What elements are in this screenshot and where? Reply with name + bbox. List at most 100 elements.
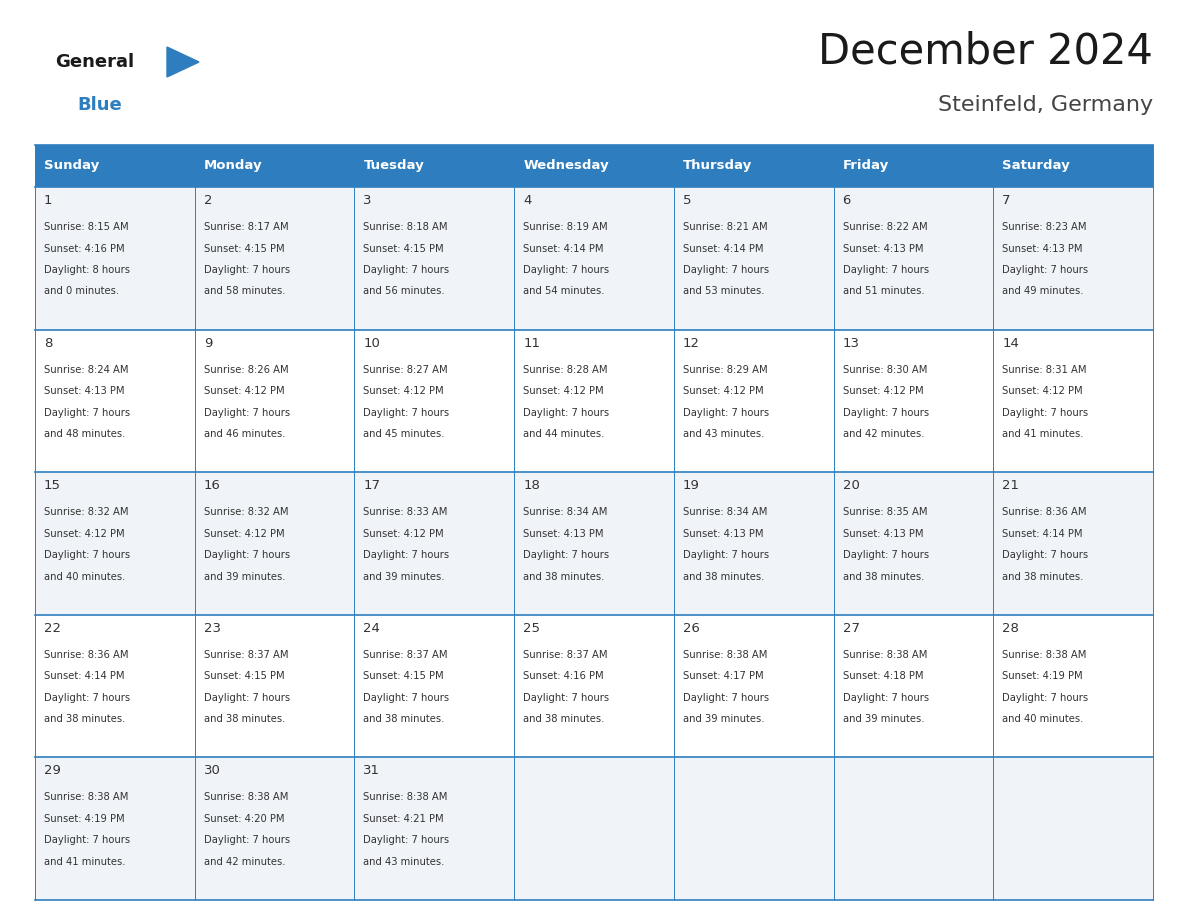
Bar bbox=[674, 187, 834, 330]
Text: Sunset: 4:12 PM: Sunset: 4:12 PM bbox=[364, 529, 444, 539]
Text: Sunset: 4:17 PM: Sunset: 4:17 PM bbox=[683, 671, 764, 681]
Text: 12: 12 bbox=[683, 337, 700, 350]
Bar bbox=[834, 187, 993, 330]
Bar bbox=[514, 145, 674, 187]
Text: Daylight: 7 hours: Daylight: 7 hours bbox=[523, 693, 609, 703]
Bar bbox=[514, 187, 674, 330]
Text: Sunrise: 8:37 AM: Sunrise: 8:37 AM bbox=[203, 650, 289, 660]
Text: Sunrise: 8:22 AM: Sunrise: 8:22 AM bbox=[842, 222, 927, 232]
Bar bbox=[34, 145, 195, 187]
Text: 2: 2 bbox=[203, 194, 213, 207]
Bar bbox=[674, 330, 834, 472]
Text: Sunset: 4:14 PM: Sunset: 4:14 PM bbox=[523, 243, 604, 253]
Bar bbox=[354, 145, 514, 187]
Bar bbox=[354, 472, 514, 615]
Bar bbox=[195, 145, 354, 187]
Text: Sunrise: 8:34 AM: Sunrise: 8:34 AM bbox=[683, 508, 767, 517]
Text: Sunrise: 8:32 AM: Sunrise: 8:32 AM bbox=[44, 508, 128, 517]
Text: Daylight: 7 hours: Daylight: 7 hours bbox=[523, 550, 609, 560]
Text: 24: 24 bbox=[364, 621, 380, 635]
Text: 29: 29 bbox=[44, 765, 61, 778]
Text: Daylight: 7 hours: Daylight: 7 hours bbox=[364, 265, 449, 275]
Text: and 42 minutes.: and 42 minutes. bbox=[203, 856, 285, 867]
Text: Sunrise: 8:19 AM: Sunrise: 8:19 AM bbox=[523, 222, 608, 232]
Text: 4: 4 bbox=[523, 194, 531, 207]
Text: Sunset: 4:13 PM: Sunset: 4:13 PM bbox=[683, 529, 764, 539]
Text: Daylight: 7 hours: Daylight: 7 hours bbox=[1003, 693, 1088, 703]
Text: and 41 minutes.: and 41 minutes. bbox=[44, 856, 126, 867]
Text: and 40 minutes.: and 40 minutes. bbox=[1003, 714, 1083, 724]
Text: Daylight: 7 hours: Daylight: 7 hours bbox=[523, 408, 609, 418]
Text: Sunrise: 8:38 AM: Sunrise: 8:38 AM bbox=[1003, 650, 1087, 660]
Text: Daylight: 7 hours: Daylight: 7 hours bbox=[842, 693, 929, 703]
Bar bbox=[993, 145, 1154, 187]
Bar bbox=[514, 615, 674, 757]
Text: Sunrise: 8:35 AM: Sunrise: 8:35 AM bbox=[842, 508, 927, 517]
Text: 8: 8 bbox=[44, 337, 52, 350]
Text: Sunset: 4:12 PM: Sunset: 4:12 PM bbox=[683, 386, 764, 396]
Text: and 44 minutes.: and 44 minutes. bbox=[523, 429, 605, 439]
Text: Sunset: 4:12 PM: Sunset: 4:12 PM bbox=[203, 529, 284, 539]
Text: and 39 minutes.: and 39 minutes. bbox=[203, 572, 285, 582]
Text: Sunset: 4:19 PM: Sunset: 4:19 PM bbox=[44, 814, 125, 823]
Text: Sunrise: 8:37 AM: Sunrise: 8:37 AM bbox=[523, 650, 607, 660]
Text: Daylight: 7 hours: Daylight: 7 hours bbox=[44, 550, 131, 560]
Text: Thursday: Thursday bbox=[683, 160, 752, 173]
Bar bbox=[993, 330, 1154, 472]
Text: Daylight: 7 hours: Daylight: 7 hours bbox=[1003, 408, 1088, 418]
Text: 28: 28 bbox=[1003, 621, 1019, 635]
Polygon shape bbox=[168, 47, 200, 77]
Text: and 49 minutes.: and 49 minutes. bbox=[1003, 286, 1083, 297]
Bar bbox=[834, 145, 993, 187]
Text: Sunrise: 8:38 AM: Sunrise: 8:38 AM bbox=[364, 792, 448, 802]
Bar bbox=[195, 757, 354, 900]
Text: and 43 minutes.: and 43 minutes. bbox=[364, 856, 444, 867]
Bar bbox=[834, 615, 993, 757]
Text: 6: 6 bbox=[842, 194, 851, 207]
Bar bbox=[834, 757, 993, 900]
Bar bbox=[993, 472, 1154, 615]
Bar bbox=[34, 187, 195, 330]
Text: 5: 5 bbox=[683, 194, 691, 207]
Text: Wednesday: Wednesday bbox=[523, 160, 608, 173]
Text: Sunset: 4:13 PM: Sunset: 4:13 PM bbox=[523, 529, 604, 539]
Text: Sunrise: 8:18 AM: Sunrise: 8:18 AM bbox=[364, 222, 448, 232]
Text: and 39 minutes.: and 39 minutes. bbox=[364, 572, 446, 582]
Text: Sunrise: 8:26 AM: Sunrise: 8:26 AM bbox=[203, 364, 289, 375]
Text: Sunrise: 8:38 AM: Sunrise: 8:38 AM bbox=[203, 792, 287, 802]
Text: General: General bbox=[55, 53, 134, 71]
Text: and 51 minutes.: and 51 minutes. bbox=[842, 286, 924, 297]
Text: December 2024: December 2024 bbox=[819, 31, 1154, 73]
Text: and 41 minutes.: and 41 minutes. bbox=[1003, 429, 1083, 439]
Text: Sunset: 4:21 PM: Sunset: 4:21 PM bbox=[364, 814, 444, 823]
Text: Daylight: 7 hours: Daylight: 7 hours bbox=[683, 265, 769, 275]
Text: Sunset: 4:15 PM: Sunset: 4:15 PM bbox=[364, 671, 444, 681]
Bar bbox=[34, 615, 195, 757]
Text: Sunset: 4:13 PM: Sunset: 4:13 PM bbox=[842, 243, 923, 253]
Text: Sunrise: 8:15 AM: Sunrise: 8:15 AM bbox=[44, 222, 128, 232]
Bar bbox=[354, 757, 514, 900]
Text: 17: 17 bbox=[364, 479, 380, 492]
Text: Sunset: 4:15 PM: Sunset: 4:15 PM bbox=[364, 243, 444, 253]
Bar bbox=[674, 757, 834, 900]
Text: and 46 minutes.: and 46 minutes. bbox=[203, 429, 285, 439]
Text: Daylight: 7 hours: Daylight: 7 hours bbox=[683, 408, 769, 418]
Text: Sunset: 4:15 PM: Sunset: 4:15 PM bbox=[203, 243, 284, 253]
Bar bbox=[195, 187, 354, 330]
Text: Daylight: 7 hours: Daylight: 7 hours bbox=[203, 265, 290, 275]
Text: and 58 minutes.: and 58 minutes. bbox=[203, 286, 285, 297]
Text: Sunrise: 8:33 AM: Sunrise: 8:33 AM bbox=[364, 508, 448, 517]
Bar bbox=[34, 330, 195, 472]
Text: Sunrise: 8:30 AM: Sunrise: 8:30 AM bbox=[842, 364, 927, 375]
Bar bbox=[834, 330, 993, 472]
Text: 15: 15 bbox=[44, 479, 61, 492]
Text: Tuesday: Tuesday bbox=[364, 160, 424, 173]
Text: Sunset: 4:13 PM: Sunset: 4:13 PM bbox=[1003, 243, 1082, 253]
Text: Daylight: 7 hours: Daylight: 7 hours bbox=[203, 693, 290, 703]
Text: 27: 27 bbox=[842, 621, 860, 635]
Bar bbox=[195, 615, 354, 757]
Bar bbox=[34, 472, 195, 615]
Text: 19: 19 bbox=[683, 479, 700, 492]
Text: 3: 3 bbox=[364, 194, 372, 207]
Text: Sunrise: 8:24 AM: Sunrise: 8:24 AM bbox=[44, 364, 128, 375]
